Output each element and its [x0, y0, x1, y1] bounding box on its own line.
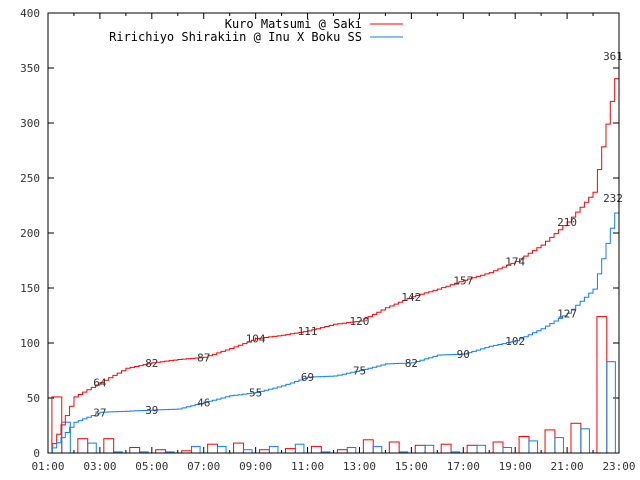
data-label-1: 232 — [603, 192, 623, 205]
bar-1 — [372, 445, 383, 454]
data-label-1: 127 — [557, 307, 577, 320]
x-tick-label: 01:00 — [31, 460, 64, 473]
bar-1 — [554, 437, 564, 454]
data-label-0: 87 — [197, 351, 210, 364]
y-tick-label: 100 — [20, 337, 40, 350]
bar-0 — [440, 443, 452, 454]
bar-0 — [77, 438, 89, 454]
series-line-1 — [48, 197, 620, 454]
x-tick-label: 19:00 — [499, 460, 532, 473]
y-tick-label: 200 — [20, 227, 40, 240]
bar-0 — [544, 429, 556, 454]
x-tick-label: 17:00 — [447, 460, 480, 473]
x-tick-label: 09:00 — [239, 460, 272, 473]
bar-0 — [570, 422, 582, 454]
bar-1 — [294, 443, 305, 454]
legend-label-1: Ririchiyo Shirakiin @ Inu X Boku SS — [109, 30, 362, 44]
data-label-0: 104 — [246, 333, 266, 346]
bar-0 — [414, 444, 426, 454]
data-label-0: 142 — [401, 291, 421, 304]
data-label-1: 39 — [145, 404, 158, 417]
bar-1 — [528, 440, 539, 454]
data-label-1: 55 — [249, 387, 262, 400]
data-label-0: 64 — [93, 377, 107, 390]
series-line-0 — [48, 55, 620, 454]
bar-0 — [492, 441, 504, 454]
bar-1 — [424, 444, 435, 454]
plot-frame — [47, 12, 620, 454]
bar-0 — [310, 445, 322, 454]
y-tick-label: 0 — [33, 447, 40, 460]
data-label-1: 102 — [505, 335, 525, 348]
x-tick-label: 13:00 — [343, 460, 376, 473]
x-tick-label: 07:00 — [187, 460, 220, 473]
y-tick-label: 50 — [27, 392, 40, 405]
bar-0 — [284, 448, 296, 454]
y-tick-label: 150 — [20, 282, 40, 295]
data-label-1: 69 — [301, 371, 314, 384]
y-tick-label: 250 — [20, 172, 40, 185]
data-label-0: 82 — [145, 357, 158, 370]
x-tick-label: 15:00 — [395, 460, 428, 473]
y-tick-label: 400 — [20, 7, 40, 20]
data-label-1: 90 — [457, 348, 470, 361]
bar-0 — [129, 447, 141, 454]
data-label-0: 361 — [603, 50, 623, 63]
legend-label-0: Kuro Matsumi @ Saki — [225, 17, 362, 31]
bar-0 — [207, 443, 218, 454]
bar-0 — [518, 436, 530, 454]
x-tick-label: 11:00 — [291, 460, 324, 473]
data-label-0: 111 — [298, 325, 318, 338]
bar-0 — [103, 438, 115, 454]
data-label-1: 37 — [93, 406, 106, 419]
x-tick-label: 21:00 — [551, 460, 584, 473]
bar-1 — [191, 445, 201, 454]
legend: Kuro Matsumi @ Saki Ririchiyo Shirakiin … — [109, 17, 403, 44]
bar-1 — [476, 444, 487, 454]
bar-0 — [233, 442, 244, 454]
bar-1 — [346, 447, 357, 454]
bar-0 — [596, 316, 608, 454]
y-tick-label: 300 — [20, 117, 40, 130]
bar-0 — [466, 444, 478, 454]
bar-1 — [216, 445, 227, 454]
bar-1 — [502, 447, 513, 454]
bar-1 — [580, 428, 590, 454]
bar-1 — [87, 442, 97, 454]
data-label-0: 174 — [505, 256, 525, 269]
x-tick-label: 23:00 — [602, 460, 635, 473]
data-label-1: 46 — [197, 396, 210, 409]
data-label-0: 120 — [350, 315, 370, 328]
data-label-1: 75 — [353, 365, 366, 378]
data-label-0: 210 — [557, 216, 577, 229]
bar-1 — [606, 361, 616, 454]
x-tick-label: 03:00 — [83, 460, 116, 473]
data-label-1: 82 — [405, 357, 418, 370]
bar-1 — [268, 445, 279, 454]
y-tick-label: 350 — [20, 62, 40, 75]
data-label-0: 157 — [453, 274, 473, 287]
bar-0 — [362, 439, 374, 454]
x-tick-label: 05:00 — [135, 460, 168, 473]
bar-0 — [388, 441, 400, 454]
